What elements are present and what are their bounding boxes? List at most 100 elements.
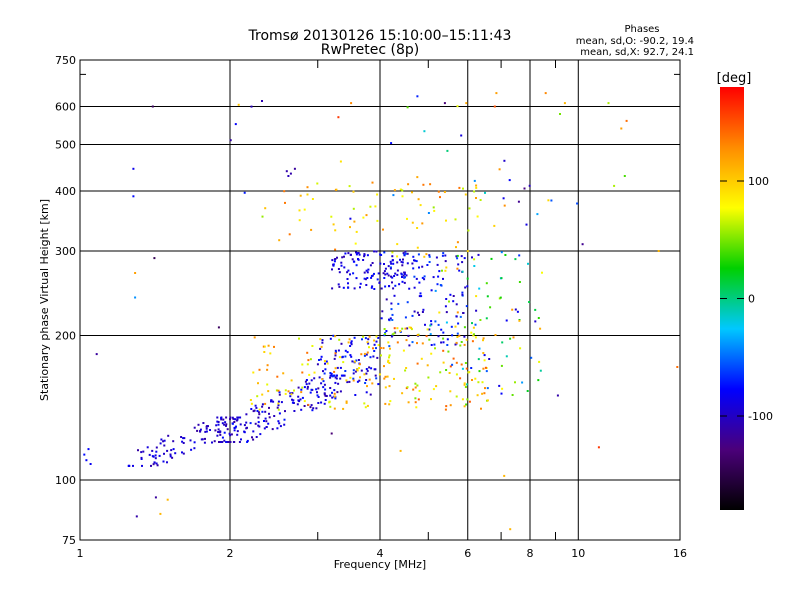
data-point: [358, 367, 360, 369]
data-point: [445, 219, 447, 222]
data-point: [336, 256, 338, 259]
data-point: [341, 256, 344, 259]
data-point: [495, 92, 498, 95]
data-point: [315, 388, 318, 391]
data-point: [460, 255, 463, 258]
data-point: [388, 362, 391, 364]
data-point: [239, 423, 242, 426]
data-point: [301, 386, 304, 389]
data-point: [308, 373, 311, 376]
data-point: [206, 425, 208, 428]
data-point: [226, 428, 229, 431]
data-point: [278, 422, 281, 425]
data-point: [345, 379, 348, 382]
data-point: [257, 424, 260, 427]
data-point: [449, 293, 452, 296]
data-point: [396, 341, 399, 344]
data-point: [338, 271, 341, 274]
data-point: [343, 266, 346, 269]
data-point: [277, 408, 280, 411]
data-point: [313, 377, 316, 380]
data-point: [258, 368, 261, 371]
data-point: [499, 296, 502, 299]
data-point: [509, 528, 512, 531]
data-point: [385, 298, 388, 301]
data-point: [416, 342, 418, 345]
data-point: [321, 378, 324, 381]
data-point: [365, 372, 368, 375]
data-point: [475, 186, 478, 189]
data-point: [384, 333, 386, 335]
data-point: [473, 265, 476, 267]
data-point: [316, 391, 318, 394]
data-point: [437, 190, 440, 193]
data-point: [365, 368, 368, 370]
data-point: [452, 357, 455, 360]
data-point: [334, 335, 337, 338]
data-point: [457, 263, 460, 266]
data-point: [289, 392, 292, 395]
data-point: [306, 186, 309, 189]
data-point: [479, 319, 482, 321]
x-axis-label: Frequency [MHz]: [334, 558, 426, 571]
data-point: [162, 440, 165, 443]
data-point: [243, 424, 246, 427]
data-point: [323, 360, 326, 362]
data-point: [250, 402, 253, 405]
data-point: [146, 446, 149, 449]
data-point: [448, 300, 450, 303]
data-point: [576, 202, 579, 205]
data-point: [373, 288, 376, 290]
data-point: [421, 311, 424, 313]
data-point: [400, 273, 403, 276]
data-point: [482, 337, 485, 340]
data-point: [267, 344, 270, 347]
data-point: [357, 359, 360, 361]
data-point: [425, 335, 428, 338]
data-point: [391, 281, 393, 284]
data-point: [250, 105, 253, 108]
data-point: [530, 356, 533, 359]
data-point: [430, 398, 432, 401]
data-point: [352, 379, 355, 382]
data-point: [411, 191, 413, 194]
data-point: [287, 175, 290, 177]
data-point: [334, 381, 337, 384]
data-point: [343, 255, 345, 258]
data-point: [519, 347, 522, 350]
data-point: [386, 375, 389, 378]
data-point: [442, 277, 444, 280]
data-point: [368, 346, 370, 349]
data-point: [169, 453, 172, 456]
data-point: [152, 463, 155, 466]
data-point: [355, 253, 358, 256]
data-point: [234, 418, 237, 421]
data-point: [368, 335, 371, 338]
data-point: [373, 339, 376, 342]
data-point: [216, 434, 219, 437]
data-point: [140, 456, 143, 459]
data-point: [382, 347, 385, 350]
data-point: [396, 261, 399, 264]
data-point: [456, 332, 459, 335]
data-point: [141, 464, 143, 467]
data-point: [312, 407, 315, 410]
data-point: [334, 229, 337, 232]
data-point: [502, 197, 505, 200]
data-point: [474, 336, 477, 339]
data-point: [257, 421, 260, 424]
data-point: [334, 397, 337, 400]
data-point: [324, 388, 327, 391]
data-point: [399, 449, 402, 452]
data-point: [416, 362, 419, 365]
data-point: [455, 255, 458, 258]
data-point: [432, 388, 435, 391]
data-point: [373, 350, 376, 352]
data-point: [308, 382, 311, 385]
data-point: [203, 441, 206, 444]
data-point: [559, 113, 561, 115]
data-point: [445, 369, 448, 371]
data-point: [478, 347, 481, 350]
data-point: [388, 318, 390, 321]
data-point: [291, 392, 294, 395]
